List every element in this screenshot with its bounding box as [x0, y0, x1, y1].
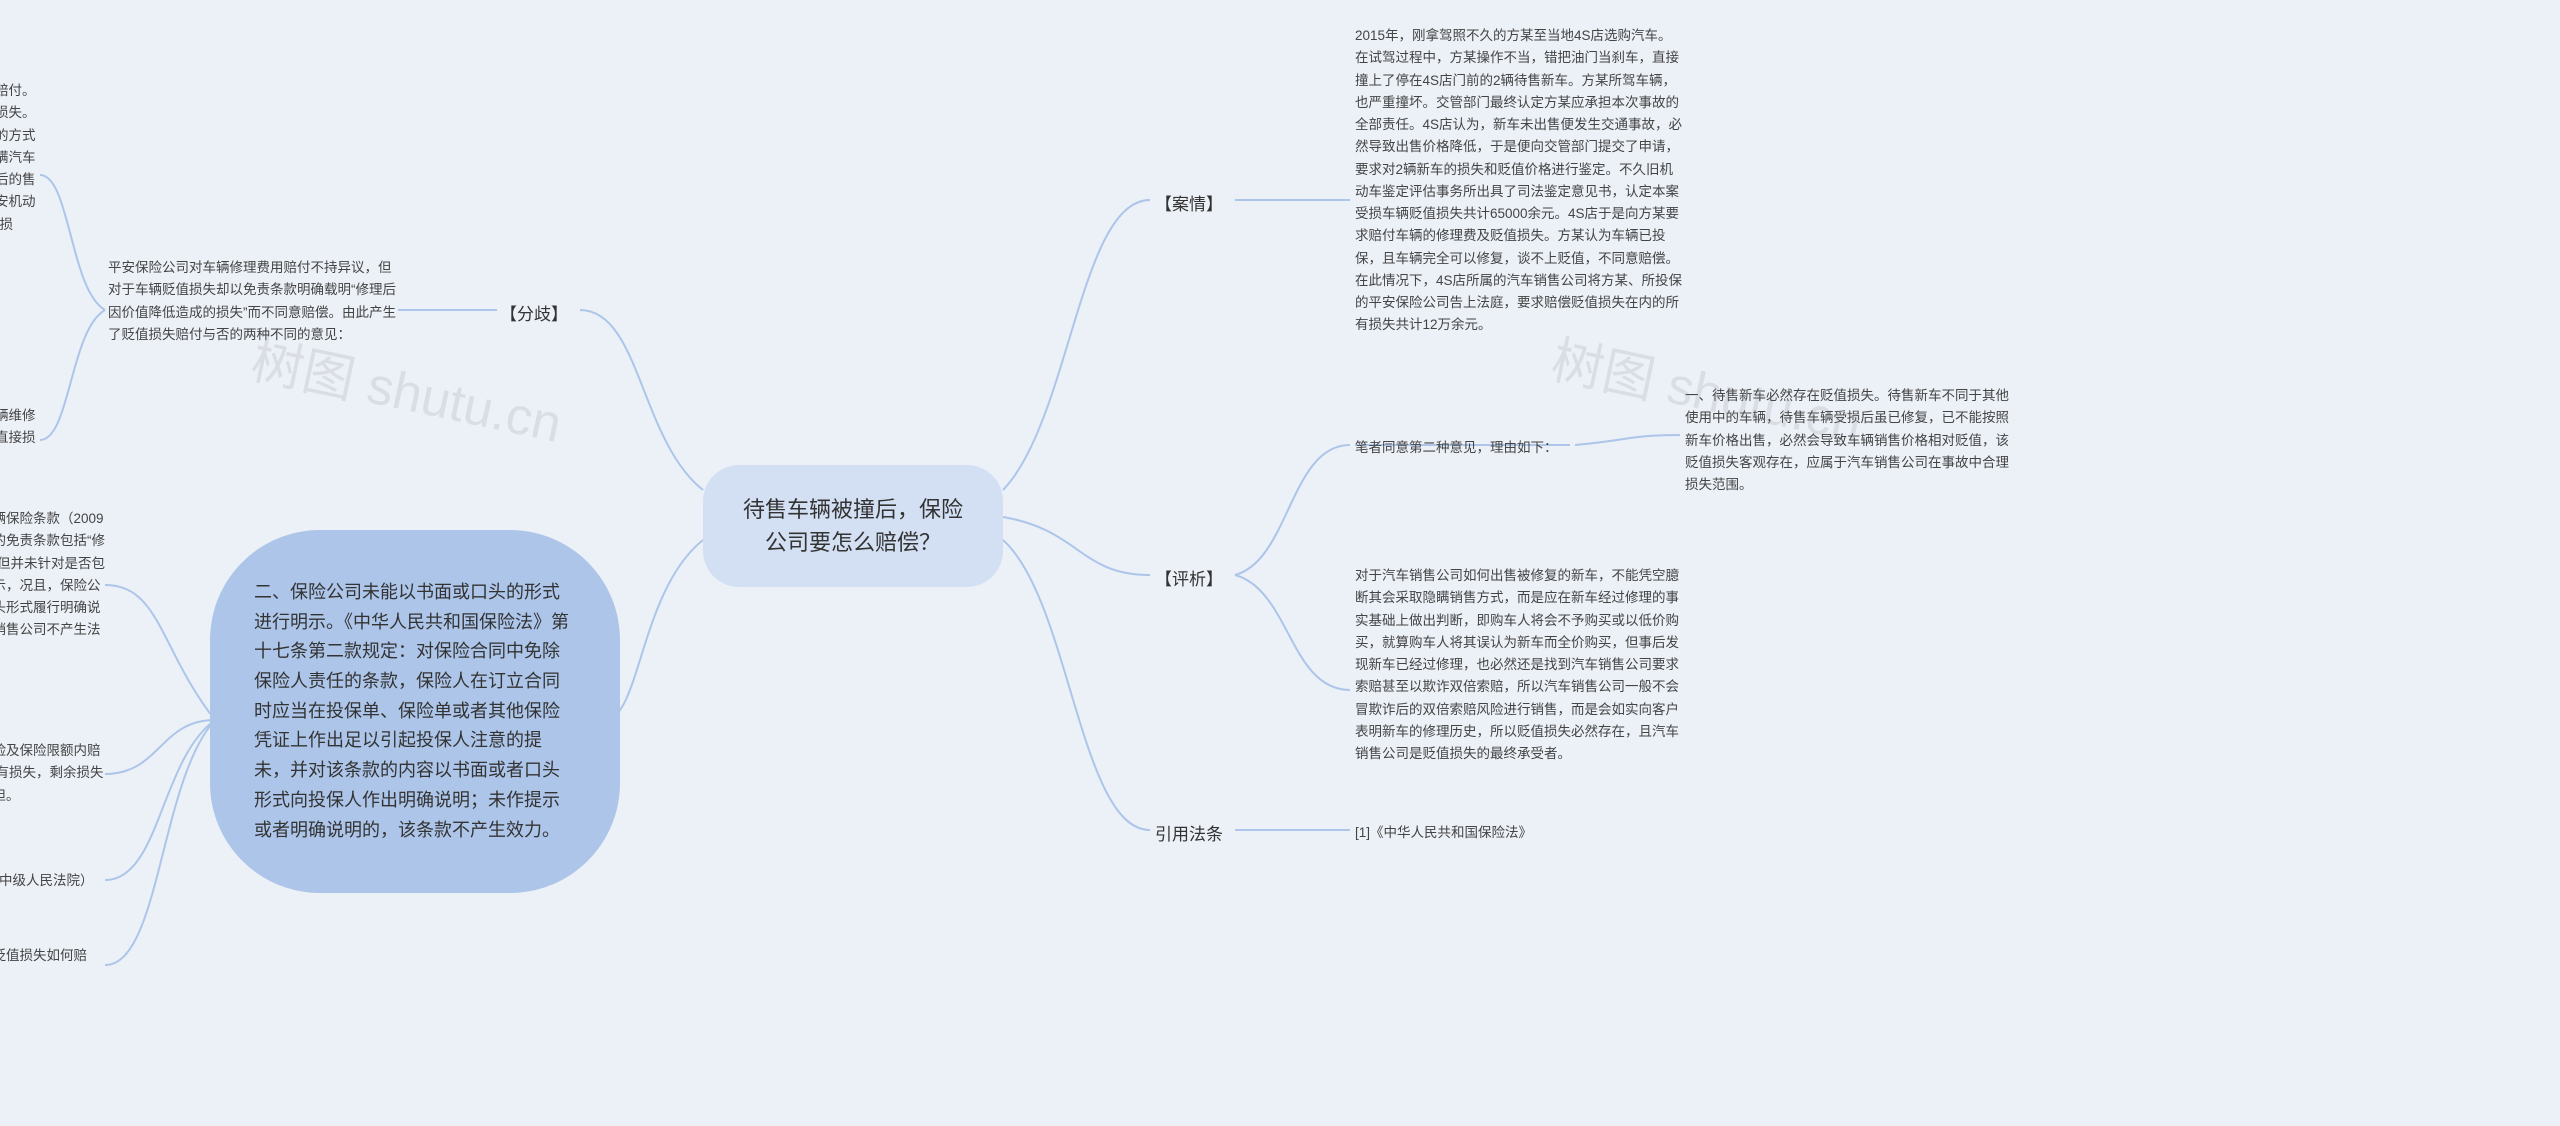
big-left-text: 二、保险公司未能以书面或口头的形式进行明示。《中华人民共和国保险法》第十七条第二… [254, 582, 569, 840]
center-topic: 待售车辆被撞后，保险公司要怎么赔偿？ [703, 465, 1003, 587]
dispute-intro-text: 平安保险公司对车辆修理费用赔付不持异议，但对于车辆贬值损失却以免责条款明确载明“… [108, 260, 396, 342]
analysis-intro: 笔者同意第二种意见，理由如下： [1355, 437, 1558, 459]
case-text: 2015年，刚拿驾照不久的方某至当地4S店选购汽车。在试驾过程中，方某操作不当，… [1355, 25, 1685, 337]
law-label: 引用法条 [1155, 820, 1223, 845]
law-label-text: 引用法条 [1155, 825, 1223, 844]
dispute-label-text: 【分歧】 [500, 305, 568, 324]
detail-3: （作者单位：江西省抚州市中级人民法院） [0, 870, 94, 892]
detail-2: 综上，平安保险公司应在交强险及保险限额内赔付包括贬值损失在内的4S店所有损失，剩… [0, 740, 107, 807]
opinion-2: 第二种意见认为：应该予以赔付。待售车辆维修后必然会造成车辆售价降低，该损失属于直… [0, 405, 42, 472]
detail-3-text: （作者单位：江西省抚州市中级人民法院） [0, 873, 94, 888]
detail-1-text: 本案中，虽然中国平安机动车辆保险条款（2009版）第一部第一章第五条规定的免责条… [0, 511, 105, 660]
detail-4: （原标题：待售车辆被撞后的贬值损失如何赔付） [0, 945, 107, 990]
law-text-content: [1]《中华人民共和国保险法》 [1355, 825, 1532, 840]
analysis-p2: 对于汽车销售公司如何出售被修复的新车，不能凭空臆断其会采取隐瞒销售方式，而是应在… [1355, 565, 1685, 765]
analysis-label-text: 【评析】 [1155, 570, 1223, 589]
detail-1: 本案中，虽然中国平安机动车辆保险条款（2009版）第一部第一章第五条规定的免责条… [0, 508, 107, 664]
big-left-node: 二、保险公司未能以书面或口头的形式进行明示。《中华人民共和国保险法》第十七条第二… [210, 530, 620, 893]
analysis-label: 【评析】 [1155, 565, 1223, 590]
case-label-text: 【案情】 [1155, 195, 1223, 214]
detail-2-text: 综上，平安保险公司应在交强险及保险限额内赔付包括贬值损失在内的4S店所有损失，剩… [0, 743, 104, 803]
detail-4-text: （原标题：待售车辆被撞后的贬值损失如何赔付） [0, 948, 87, 985]
analysis-intro-text: 笔者同意第二种意见，理由如下： [1355, 440, 1558, 455]
opinion-1-text: 第一种意见认为：不需要对贬值损失进行赔付。首先贬值损失是一种间接损失，不是直接损… [0, 83, 36, 254]
case-label: 【案情】 [1155, 190, 1223, 215]
center-title: 待售车辆被撞后，保险公司要怎么赔偿？ [743, 497, 963, 555]
analysis-p2-text: 对于汽车销售公司如何出售被修复的新车，不能凭空臆断其会采取隐瞒销售方式，而是应在… [1355, 568, 1679, 761]
analysis-p1: 一、待售新车必然存在贬值损失。待售新车不同于其他使用中的车辆，待售车辆受损后虽已… [1685, 385, 2015, 496]
opinion-1: 第一种意见认为：不需要对贬值损失进行赔付。首先贬值损失是一种间接损失，不是直接损… [0, 80, 42, 258]
watermark-1-text: 树图 shutu.cn [246, 332, 566, 454]
law-text: [1]《中华人民共和国保险法》 [1355, 822, 1532, 844]
dispute-label: 【分歧】 [500, 300, 568, 325]
case-text-content: 2015年，刚拿驾照不久的方某至当地4S店选购汽车。在试驾过程中，方某操作不当，… [1355, 28, 1682, 332]
opinion-2-text: 第二种意见认为：应该予以赔付。待售车辆维修后必然会造成车辆售价降低，该损失属于直… [0, 408, 36, 468]
dispute-intro: 平安保险公司对车辆修理费用赔付不持异议，但对于车辆贬值损失却以免责条款明确载明“… [108, 257, 398, 346]
analysis-p1-text: 一、待售新车必然存在贬值损失。待售新车不同于其他使用中的车辆，待售车辆受损后虽已… [1685, 388, 2009, 492]
